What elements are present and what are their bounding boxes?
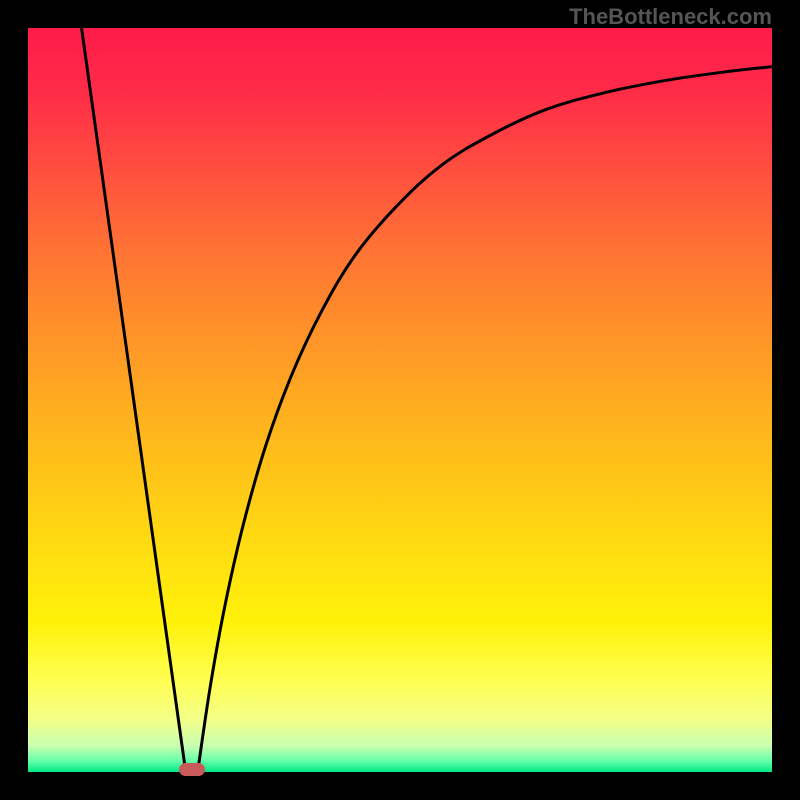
bottleneck-curve [28, 28, 772, 772]
chart-container: TheBottleneck.com [0, 0, 800, 800]
watermark: TheBottleneck.com [569, 4, 772, 30]
plot-area [28, 28, 772, 772]
optimum-marker [179, 763, 205, 776]
